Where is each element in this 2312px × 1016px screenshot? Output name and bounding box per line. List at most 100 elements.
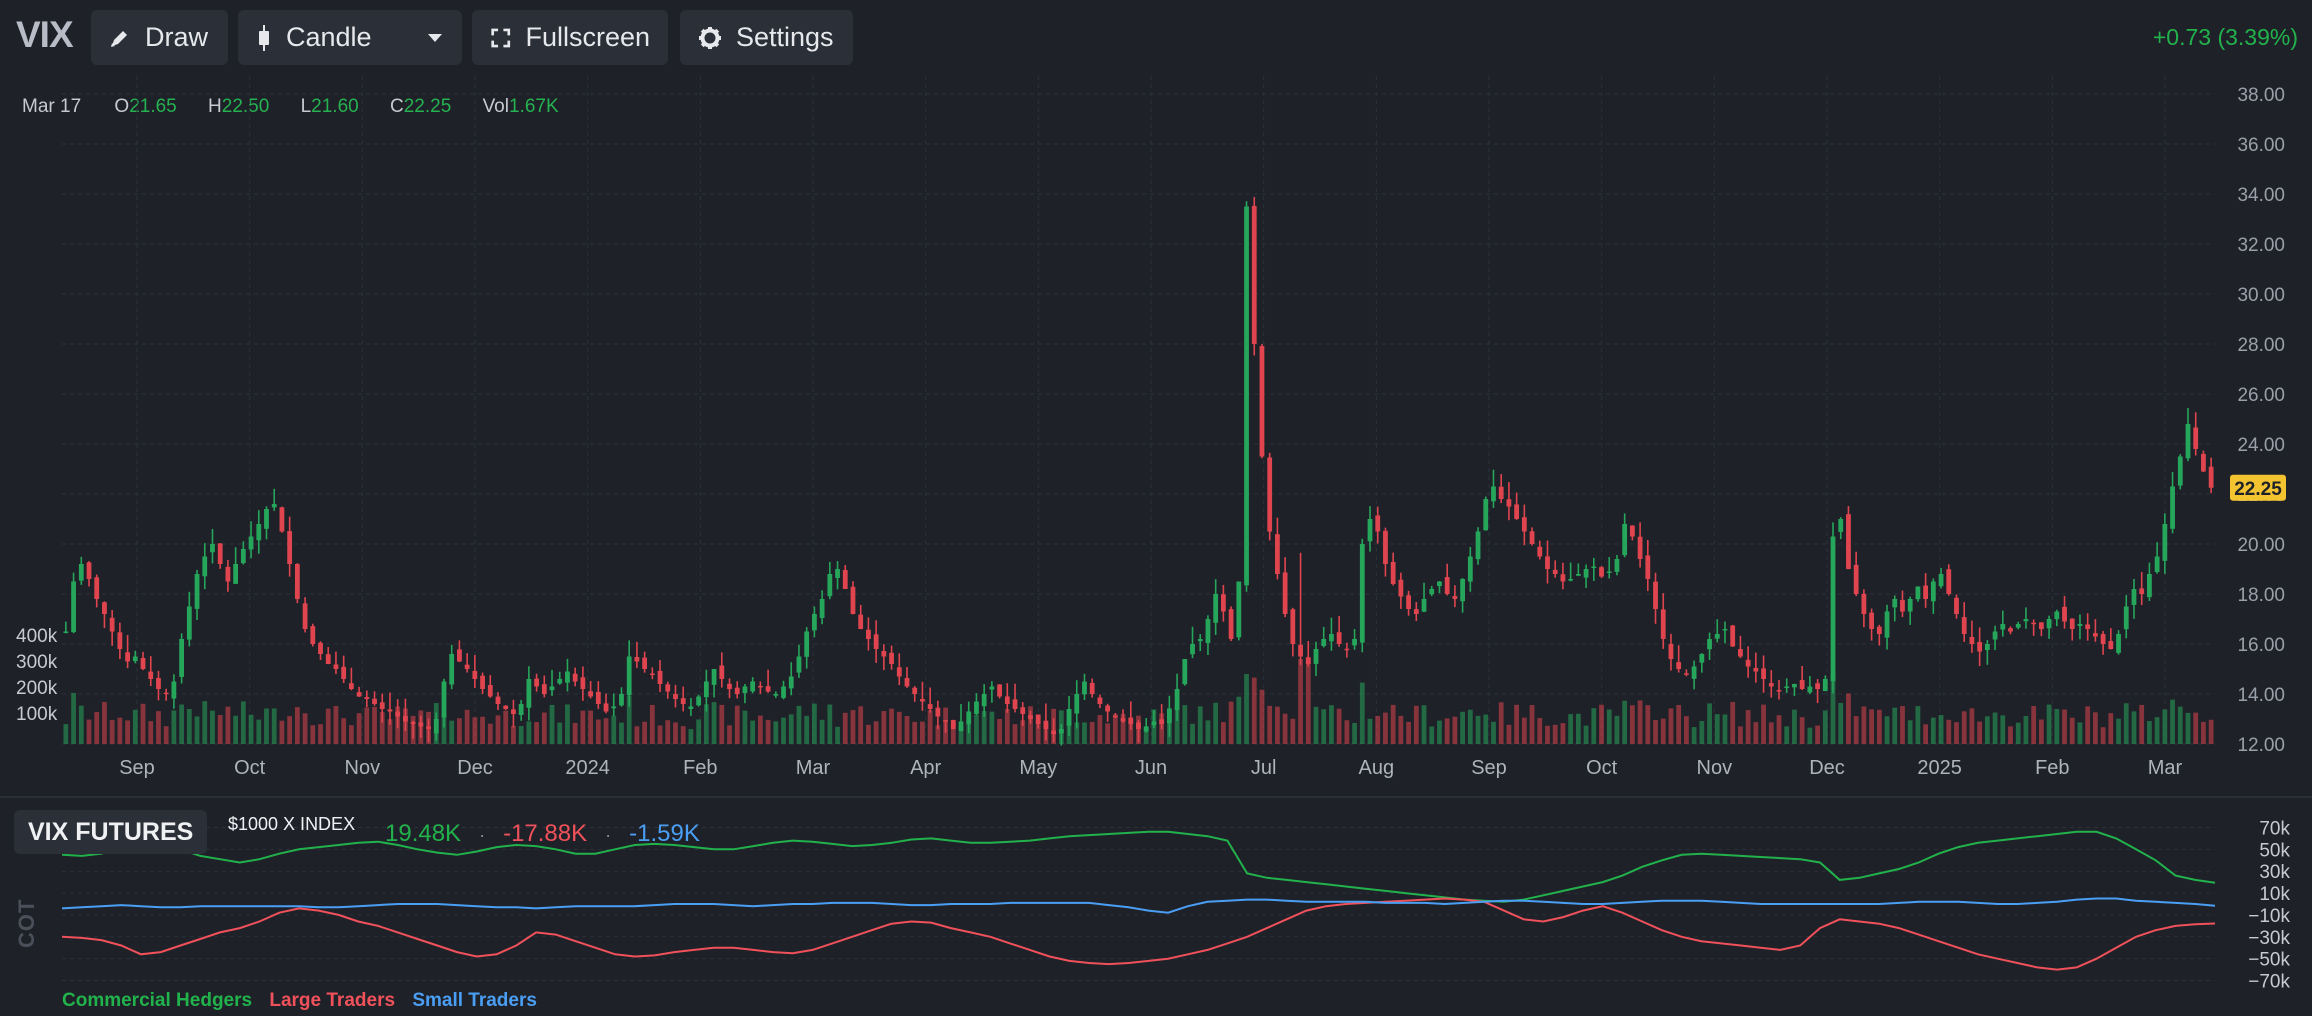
candle [1807, 676, 1813, 695]
candle-body [426, 726, 431, 729]
candle [1329, 617, 1334, 651]
candle [1776, 679, 1782, 700]
y-tick-label: 30.00 [2237, 285, 2285, 306]
candle-body [1336, 632, 1342, 644]
candle-body [233, 564, 239, 584]
candle-body [1830, 536, 1836, 682]
candle-body [240, 549, 246, 564]
candle-body [2162, 524, 2168, 561]
draw-button[interactable]: Draw [91, 10, 228, 65]
candle-body [1699, 654, 1705, 663]
volume-bar [1236, 696, 1242, 744]
candle-body [2038, 622, 2044, 629]
candle [665, 681, 671, 699]
chart-type-select[interactable]: Candle [238, 10, 462, 65]
candle [1151, 710, 1157, 729]
volume-bar [619, 722, 624, 744]
candle-body [1552, 569, 1558, 574]
candle-body [163, 692, 169, 695]
candle [773, 691, 779, 698]
candle [256, 510, 262, 554]
volume-bar [1815, 725, 1820, 744]
candle [1305, 641, 1311, 667]
y-tick-label: 18.00 [2237, 585, 2285, 606]
volume-bar [1089, 722, 1095, 744]
candle [1591, 557, 1597, 581]
candle-body [2015, 624, 2021, 628]
volume-bar [132, 709, 138, 744]
panel-divider[interactable] [0, 796, 2312, 798]
volume-bar [866, 724, 871, 744]
legend-small[interactable]: Small Traders [412, 990, 537, 1011]
candle [819, 590, 825, 625]
ohlc-legend: Mar 17 O21.65 H22.50 L21.60 C22.25 Vol1.… [22, 96, 585, 118]
candle [1691, 660, 1697, 690]
candle [1352, 629, 1357, 650]
candle [1228, 606, 1234, 642]
volume-bar [1629, 705, 1635, 744]
volume-bar [179, 704, 185, 744]
candle [927, 687, 933, 713]
volume-bar [94, 711, 100, 744]
price-chart[interactable]: 38.00 36.00 34.00 32.00 30.00 28.00 26.00 24.00… [0, 76, 2312, 796]
candle-body [387, 709, 393, 712]
candle-body [958, 721, 964, 732]
x-tick-label: Apr [910, 757, 941, 779]
candle [1074, 680, 1080, 729]
volume-bar [2015, 722, 2021, 744]
gear-icon [699, 26, 721, 49]
volume-bar [1074, 722, 1080, 744]
candle [1437, 581, 1442, 594]
candle-body [2031, 622, 2037, 625]
volume-bar [997, 718, 1002, 744]
volume-bar [1799, 717, 1805, 744]
volume-bar [1375, 715, 1381, 744]
volume-bar [642, 721, 648, 744]
candle-body [1290, 609, 1296, 644]
volume-bar [788, 714, 794, 744]
fullscreen-button[interactable]: Fullscreen [472, 10, 668, 65]
candle [372, 691, 377, 706]
fullscreen-label: Fullscreen [525, 22, 650, 52]
candle-body [1900, 599, 1905, 612]
candle [117, 622, 123, 660]
volume-bar [1869, 709, 1874, 744]
volume-bar [2108, 713, 2114, 744]
legend-large[interactable]: Large Traders [269, 990, 396, 1011]
candle-body [680, 698, 686, 704]
candle-body [1529, 531, 1535, 544]
candle [287, 516, 293, 577]
legend-commercial[interactable]: Commercial Hedgers [62, 990, 253, 1011]
volume-bar [1722, 714, 1728, 744]
candle-body [1684, 673, 1689, 675]
volume-bar [1984, 716, 1990, 744]
volume-bar [1267, 705, 1273, 744]
high-label: H [208, 96, 222, 117]
candle [719, 652, 725, 688]
candle-body [696, 696, 702, 706]
settings-button[interactable]: Settings [680, 10, 853, 65]
candle [148, 656, 154, 687]
candle-body [757, 685, 763, 688]
candle-body [765, 686, 771, 692]
volume-bar [387, 719, 393, 744]
candle [1475, 527, 1481, 565]
candle-body [225, 566, 231, 582]
candle-body [626, 656, 632, 696]
candle [1313, 641, 1319, 676]
candle-body [1599, 567, 1604, 577]
candle [541, 675, 547, 698]
volume-bar [287, 716, 293, 744]
candle [2038, 622, 2044, 637]
volume-bar [1784, 726, 1790, 744]
volume-bar [1012, 724, 1018, 744]
volume-bar [1383, 712, 1388, 744]
volume-bar [518, 726, 524, 744]
candle [2054, 609, 2060, 627]
candle [711, 668, 717, 698]
candle-body [1861, 593, 1867, 614]
candle [526, 666, 532, 721]
volume-bar [1876, 709, 1882, 744]
candle-body [472, 670, 478, 679]
